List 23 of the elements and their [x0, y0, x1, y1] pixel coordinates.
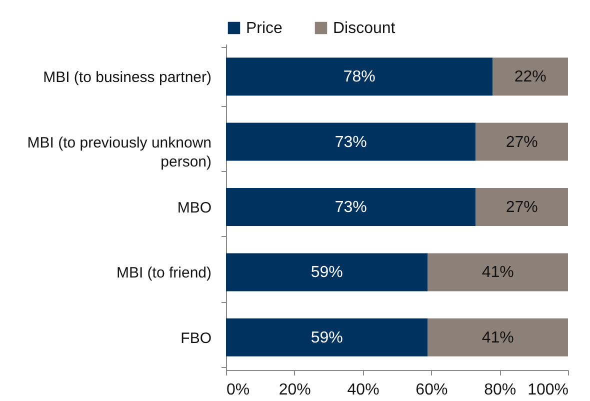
y-tick-label: MBI (to business partner) — [43, 69, 212, 86]
x-tick-label: 20% — [278, 382, 311, 398]
x-tick-label: 40% — [347, 382, 380, 398]
data-label: 73% — [334, 134, 367, 151]
y-tick-label: MBI (to friend) — [116, 264, 212, 282]
data-label: 27% — [506, 199, 538, 216]
y-tick-label: MBI (to previously unknown person) — [27, 134, 212, 170]
x-tick-label: 80% — [484, 382, 516, 398]
y-tick-label: MBO — [177, 200, 212, 216]
data-label: 59% — [310, 329, 343, 346]
data-label: 59% — [310, 264, 343, 282]
data-label: 22% — [514, 68, 546, 86]
y-tick-label: FBO — [180, 330, 212, 347]
data-label: 27% — [506, 134, 538, 151]
data-label: 78% — [343, 68, 376, 86]
x-tick-label: 100% — [528, 382, 568, 398]
x-tick-label: 60% — [416, 382, 448, 398]
data-label: 73% — [334, 199, 367, 216]
legend-label: Discount — [333, 20, 396, 37]
data-label: 41% — [482, 264, 514, 282]
data-label: 41% — [482, 329, 514, 346]
legend-label: Price — [246, 20, 283, 37]
x-tick-label: 0% — [226, 382, 250, 398]
